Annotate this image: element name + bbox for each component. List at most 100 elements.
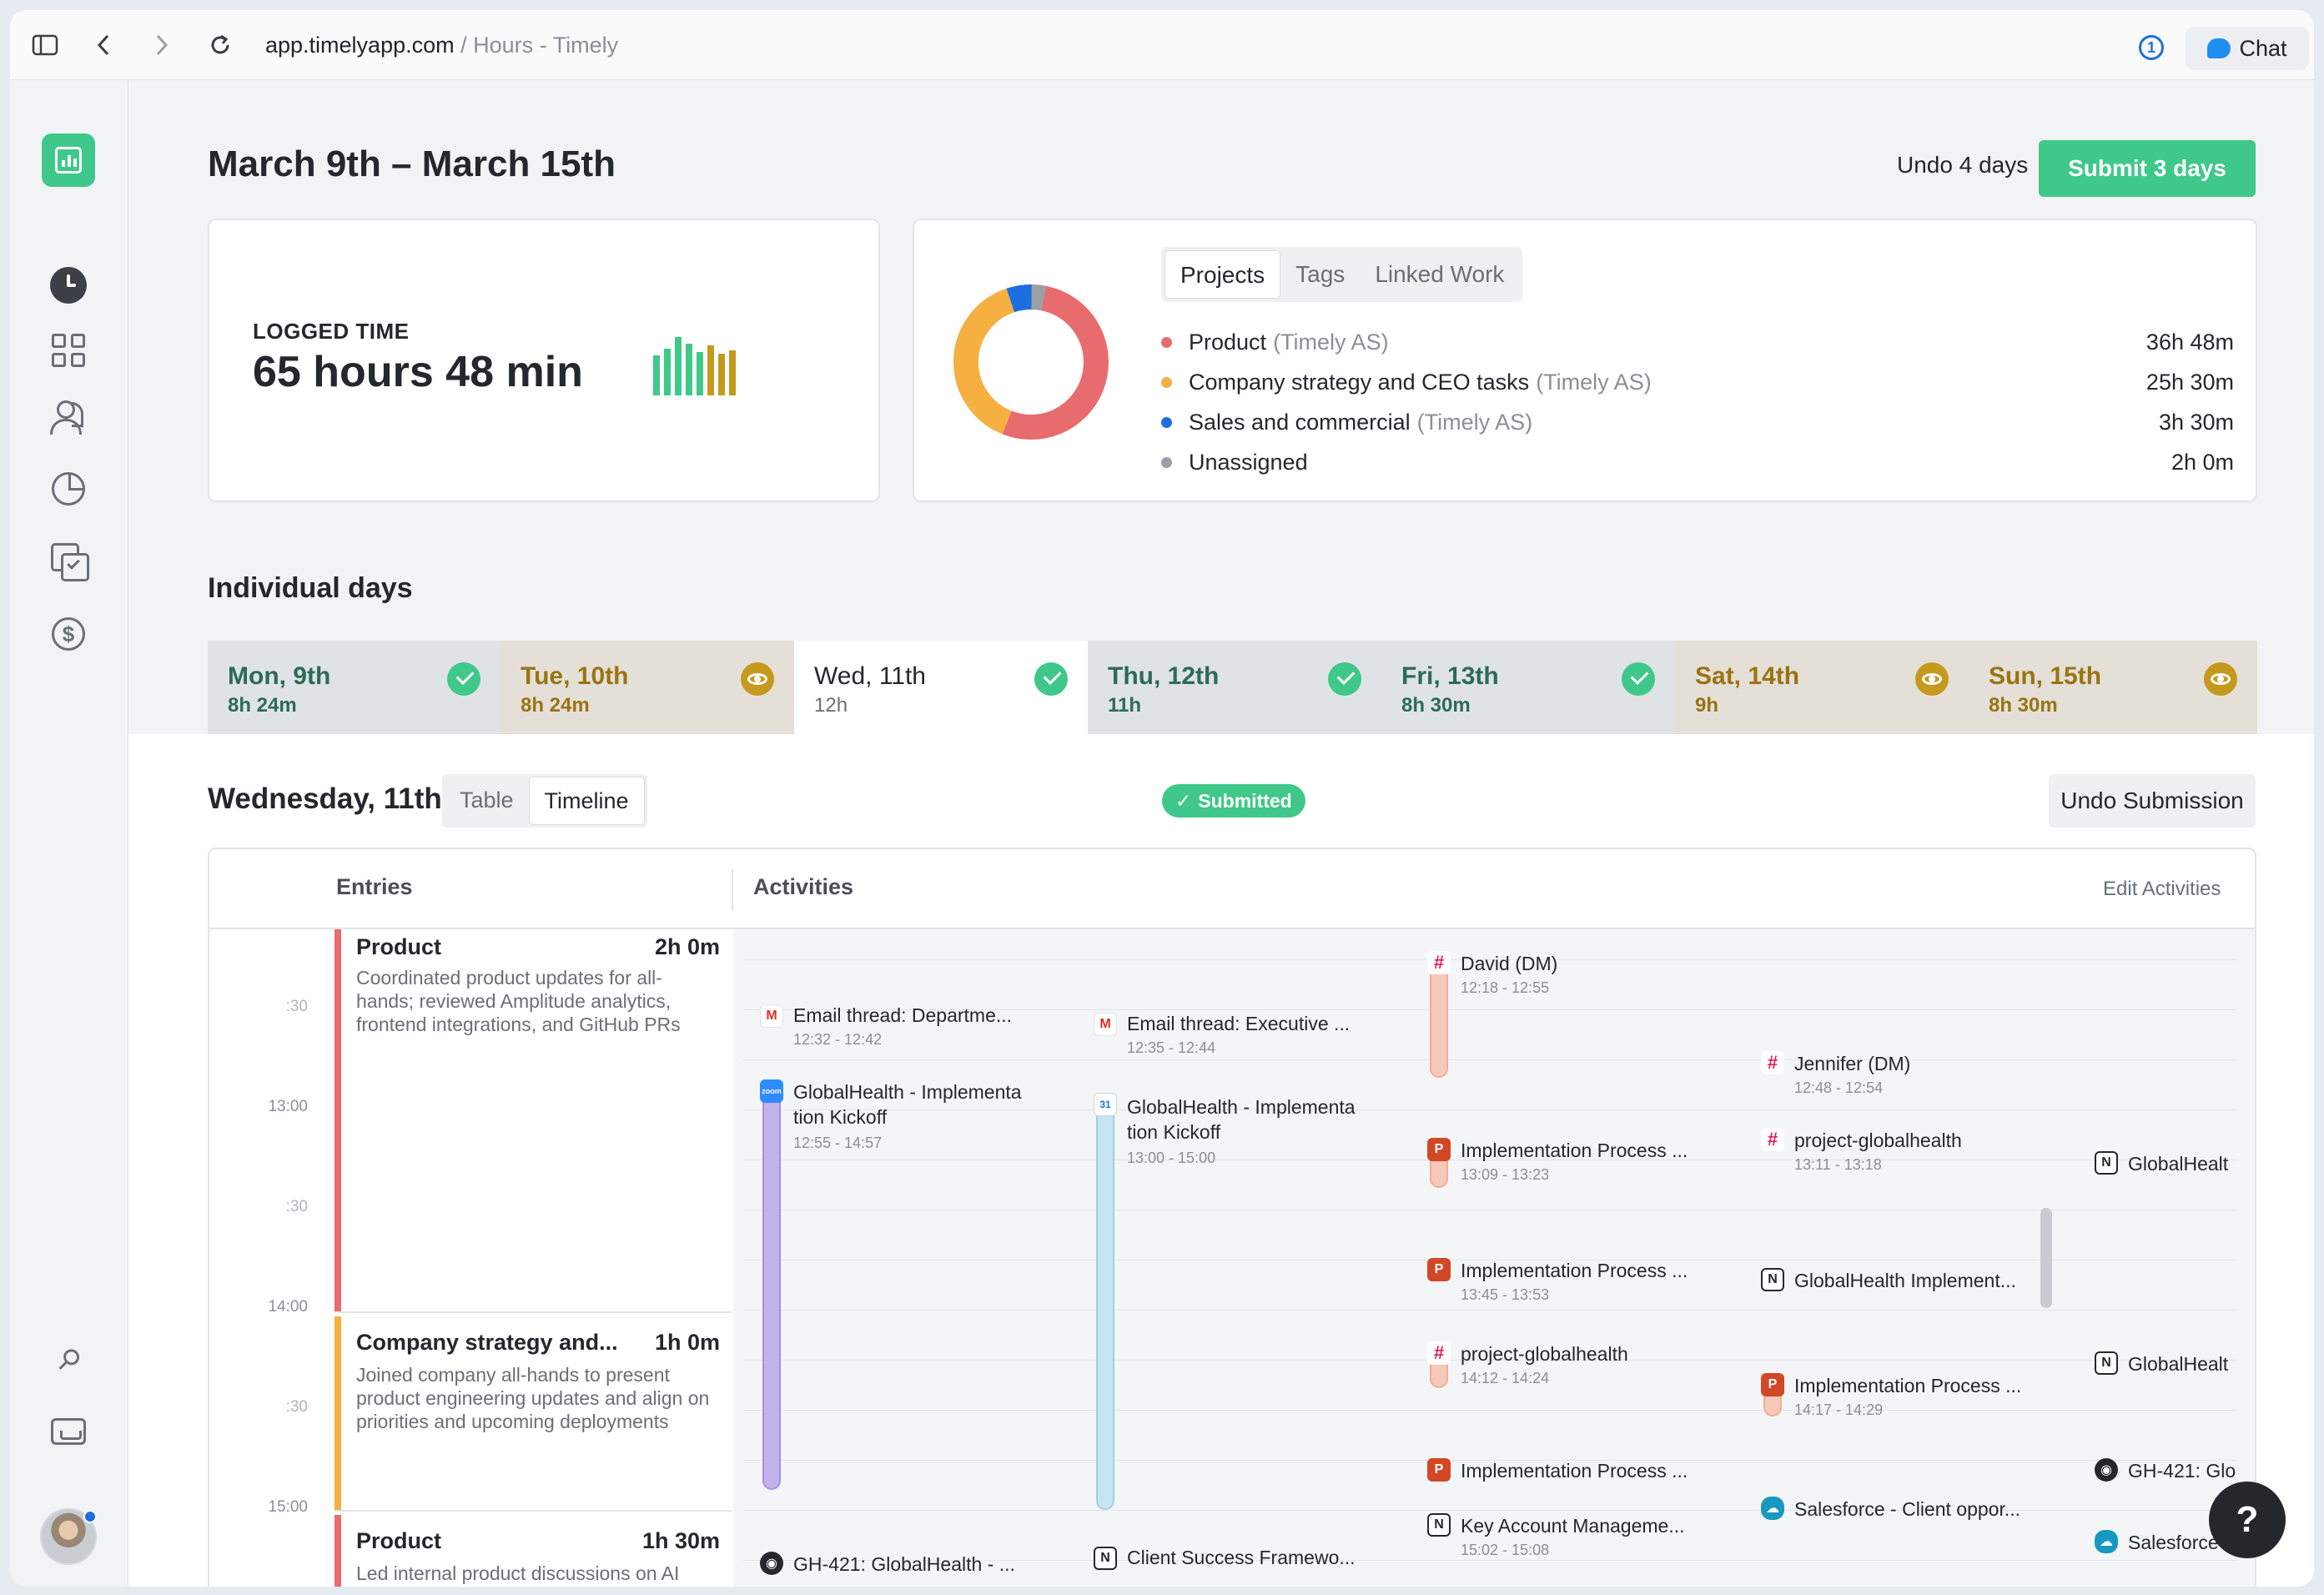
day-name: Tue, 10th xyxy=(521,662,629,690)
forward-icon[interactable] xyxy=(147,30,177,60)
tab-timeline[interactable]: Timeline xyxy=(528,777,645,825)
tab-linked-work[interactable]: Linked Work xyxy=(1375,261,1505,287)
legend-value: 3h 30m xyxy=(2158,409,2234,435)
page-title: March 9th – March 15th xyxy=(208,143,616,184)
day-tab-wed[interactable]: Wed, 11th 12h xyxy=(794,641,1088,734)
people-icon[interactable] xyxy=(48,397,88,437)
activity-title[interactable]: Salesforce xyxy=(2128,1532,2219,1553)
help-button[interactable]: ? xyxy=(2209,1482,2286,1558)
activity-title[interactable]: Implementation Process ... xyxy=(1461,1260,1688,1281)
entry-duration: 1h 0m xyxy=(654,1330,720,1355)
activity-title[interactable]: GlobalHealth - Implementa xyxy=(1127,1096,1356,1118)
activity-title[interactable]: Key Account Manageme... xyxy=(1461,1515,1685,1537)
activity-title[interactable]: David (DM) xyxy=(1461,953,1558,974)
tasks-icon[interactable] xyxy=(48,541,89,581)
legend-row-company-strategy: Company strategy and CEO tasks (Timely A… xyxy=(1161,365,2234,399)
activity-title[interactable]: Salesforce - Client oppor... xyxy=(1794,1498,2021,1520)
reports-pie-icon[interactable] xyxy=(48,469,88,509)
activity-time: 15:02 - 15:08 xyxy=(1461,1542,1550,1558)
activity-title[interactable]: Implementation Process ... xyxy=(1461,1460,1688,1482)
dashboard-grid-icon[interactable] xyxy=(48,330,88,370)
activity-title[interactable]: Implementation Process ... xyxy=(1461,1140,1688,1161)
activity-title[interactable]: project-globalhealth xyxy=(1461,1343,1628,1365)
entry-title: Company strategy and... xyxy=(356,1330,618,1355)
main-content: March 9th – March 15th Undo 4 days Submi… xyxy=(128,80,2314,1587)
entry-color-bar xyxy=(335,1316,341,1510)
timely-logo-icon[interactable] xyxy=(42,133,95,187)
sidebar-toggle-icon[interactable] xyxy=(30,30,60,60)
activity-title[interactable]: GlobalHealth Implement... xyxy=(1794,1270,2016,1291)
slack-icon: # xyxy=(1427,1341,1451,1365)
entries-column-header: Entries xyxy=(336,874,413,899)
address-bar[interactable]: app.timelyapp.com / Hours - Timely xyxy=(265,28,618,62)
gmail-icon: M xyxy=(760,1004,783,1028)
undo-submission-button[interactable]: Undo Submission xyxy=(2049,774,2256,828)
billing-dollar-icon[interactable]: $ xyxy=(48,614,88,654)
activity-title[interactable]: GH-421: Glo xyxy=(2128,1460,2236,1482)
day-tab-sun[interactable]: Sun, 15th 8h 30m xyxy=(1969,641,2257,734)
activity-title[interactable]: GH-421: GlobalHealth - ... xyxy=(793,1553,1015,1575)
logged-time-label: LOGGED TIME xyxy=(253,319,410,344)
tab-table[interactable]: Table xyxy=(460,787,514,813)
day-tab-sat[interactable]: Sat, 14th 9h xyxy=(1675,641,1969,734)
undo-days-button[interactable]: Undo 4 days xyxy=(1897,152,2029,178)
logged-time-card: LOGGED TIME 65 hours 48 min xyxy=(208,219,880,502)
powerpoint-icon: P xyxy=(1761,1373,1784,1396)
entry-company-strategy[interactable]: Company strategy and... 1h 0m Joined com… xyxy=(335,1316,732,1512)
activity-title[interactable]: GlobalHealt xyxy=(2128,1353,2229,1375)
activity-duration-bar xyxy=(762,1083,781,1490)
activity-title[interactable]: Email thread: Departme... xyxy=(793,1004,1013,1026)
activity-time: 12:55 - 14:57 xyxy=(793,1135,883,1151)
activities-area xyxy=(733,929,2255,1587)
activity-time: 12:35 - 12:44 xyxy=(1127,1039,1216,1056)
activity-title[interactable]: GlobalHealt xyxy=(2128,1153,2229,1175)
chat-button[interactable]: Chat xyxy=(2186,27,2309,70)
submit-days-button[interactable]: Submit 3 days xyxy=(2039,140,2256,197)
review-eye-icon xyxy=(1915,662,1949,696)
view-toggle: Table Timeline xyxy=(442,774,647,828)
breakdown-tabs: Projects Tags Linked Work xyxy=(1161,247,1523,302)
legend-name: Product xyxy=(1189,329,1267,355)
tab-title: Hours - Timely xyxy=(473,33,619,58)
day-hours: 8h 24m xyxy=(228,694,297,717)
activity-title[interactable]: Implementation Process ... xyxy=(1794,1375,2022,1396)
entry-duration: 1h 30m xyxy=(641,1528,720,1553)
timeline-scrollbar[interactable] xyxy=(2040,1208,2052,1308)
activity-title[interactable]: Jennifer (DM) xyxy=(1794,1053,1911,1074)
slack-icon: # xyxy=(1427,951,1451,974)
integrations-plug-icon[interactable]: ⚲ xyxy=(49,1341,88,1379)
entry-product-2[interactable]: Product 1h 30m Led internal product disc… xyxy=(335,1515,732,1587)
activity-title[interactable]: project-globalhealth xyxy=(1794,1130,1962,1151)
day-name: Sun, 15th xyxy=(1989,662,2102,690)
password-manager-icon[interactable]: 1 xyxy=(2139,35,2164,60)
powerpoint-icon: P xyxy=(1427,1258,1451,1281)
day-name: Sat, 14th xyxy=(1695,662,1800,690)
hours-clock-icon[interactable] xyxy=(48,265,88,305)
submitted-check-icon xyxy=(447,662,480,696)
reload-icon[interactable] xyxy=(205,30,235,60)
tab-projects[interactable]: Projects xyxy=(1165,250,1281,299)
tab-tags[interactable]: Tags xyxy=(1295,261,1346,287)
activity-time: 13:00 - 15:00 xyxy=(1127,1150,1216,1166)
day-tab-thu[interactable]: Thu, 12th 11h xyxy=(1088,641,1381,734)
back-icon[interactable] xyxy=(88,30,118,60)
legend-row-sales: Sales and commercial (Timely AS) 3h 30m xyxy=(1161,405,2234,439)
url-separator: / xyxy=(454,33,474,58)
activity-title[interactable]: Client Success Framewo... xyxy=(1127,1547,1356,1568)
activity-title[interactable]: GlobalHealth - Implementa xyxy=(793,1081,1022,1103)
inbox-icon[interactable] xyxy=(48,1411,88,1452)
grid-line xyxy=(743,1109,2236,1110)
grid-line xyxy=(743,959,2236,960)
powerpoint-icon: P xyxy=(1427,1138,1451,1161)
activity-title-line2: tion Kickoff xyxy=(793,1106,888,1128)
legend-value: 36h 48m xyxy=(2145,329,2234,355)
day-tab-mon[interactable]: Mon, 9th 8h 24m xyxy=(208,641,501,734)
day-tab-tue[interactable]: Tue, 10th 8h 24m xyxy=(501,641,794,734)
grid-line xyxy=(743,1410,2236,1411)
edit-activities-link[interactable]: Edit Activities xyxy=(2103,878,2221,900)
activity-title[interactable]: Email thread: Executive ... xyxy=(1127,1013,1351,1034)
slack-icon: # xyxy=(1761,1128,1784,1151)
day-tab-fri[interactable]: Fri, 13th 8h 30m xyxy=(1381,641,1675,734)
entry-product-1[interactable]: Product 2h 0m Coordinated product update… xyxy=(335,929,732,1313)
url-host: app.timelyapp.com xyxy=(265,33,455,58)
